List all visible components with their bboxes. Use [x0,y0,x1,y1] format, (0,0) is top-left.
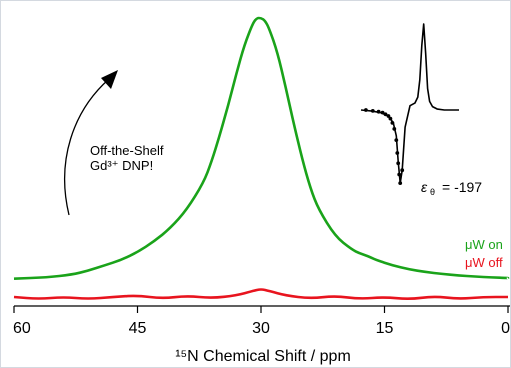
x-axis-ticks: 60 45 30 15 0 [13,306,510,337]
inset-plot [360,23,459,186]
x-axis-label: ¹⁵N Chemical Shift / ppm [175,348,351,365]
inset-data-point [394,138,399,143]
annotation-line-1: Off-the-Shelf [90,143,164,158]
x-tick-label: 15 [376,320,394,337]
legend-mw-on: μW on [465,237,503,252]
spectrum-traces [13,16,510,301]
enhancement-label: ε [421,179,428,195]
inset-data-point [397,172,402,177]
inset-data-point [392,127,397,131]
inset-data-point [370,109,375,113]
x-tick-label: 0 [501,320,510,337]
inset-fit-line [360,23,459,184]
x-tick-label: 45 [129,320,147,337]
inset-data-point [398,181,403,186]
enhancement-value: = -197 [442,179,482,195]
series-line-mw-on [13,16,510,280]
inset-data-point [386,114,391,118]
series-line-mw-off [13,288,508,301]
inset-data-point [395,151,400,155]
legend-mw-off: μW off [465,255,503,270]
inset-data-point [383,112,388,117]
inset-data-point [380,110,385,115]
x-tick-label: 30 [252,320,270,337]
inset-data-point [400,168,405,173]
inset-data-point [390,121,395,125]
x-tick-label: 60 [13,320,31,337]
curved-arrow [64,70,118,216]
inset-data-point [376,109,381,114]
inset-data-point [364,108,368,112]
inset-data-point [396,161,401,166]
inset-data-point [388,116,393,121]
annotation-line-2: Gd³⁺ DNP! [90,158,153,173]
enhancement-subscript: θ [430,187,435,197]
